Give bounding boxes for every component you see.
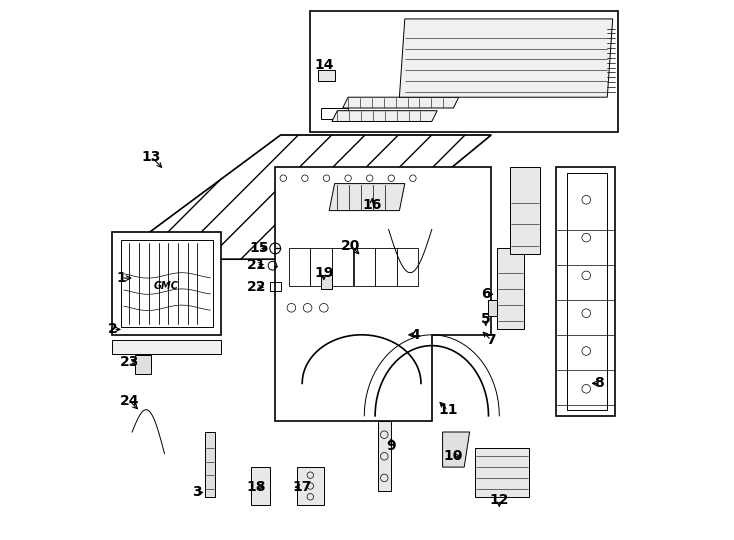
Text: 8: 8 xyxy=(595,376,604,390)
Text: 7: 7 xyxy=(487,333,496,347)
Text: 13: 13 xyxy=(142,150,161,164)
Polygon shape xyxy=(378,421,391,491)
Bar xyxy=(288,248,310,286)
Polygon shape xyxy=(113,135,491,259)
Polygon shape xyxy=(443,432,470,467)
Text: 9: 9 xyxy=(387,438,396,453)
Polygon shape xyxy=(330,184,404,211)
Polygon shape xyxy=(135,355,151,374)
Bar xyxy=(375,248,396,286)
Polygon shape xyxy=(332,111,437,122)
Bar xyxy=(332,248,354,286)
Bar xyxy=(354,248,375,286)
Text: 14: 14 xyxy=(314,58,333,72)
Text: 4: 4 xyxy=(411,328,421,342)
Text: 24: 24 xyxy=(120,394,139,408)
Polygon shape xyxy=(297,467,324,505)
Polygon shape xyxy=(488,300,497,316)
Polygon shape xyxy=(556,167,615,416)
Polygon shape xyxy=(251,467,270,505)
Polygon shape xyxy=(310,11,618,132)
Polygon shape xyxy=(112,340,221,354)
Text: 12: 12 xyxy=(490,492,509,507)
Polygon shape xyxy=(112,232,221,335)
Text: 1: 1 xyxy=(117,271,126,285)
Text: 21: 21 xyxy=(247,258,266,272)
Bar xyxy=(310,248,332,286)
Polygon shape xyxy=(321,275,332,289)
Text: 22: 22 xyxy=(247,280,266,294)
Text: 2: 2 xyxy=(109,322,118,336)
Text: 17: 17 xyxy=(293,480,312,494)
Polygon shape xyxy=(497,248,523,329)
Bar xyxy=(396,248,418,286)
Text: 5: 5 xyxy=(481,312,490,326)
Text: 16: 16 xyxy=(363,198,382,212)
Text: 15: 15 xyxy=(250,241,269,255)
Text: 23: 23 xyxy=(120,355,139,369)
Text: 6: 6 xyxy=(481,287,490,301)
Text: 10: 10 xyxy=(444,449,463,463)
Polygon shape xyxy=(343,97,459,108)
Text: GMC: GMC xyxy=(153,281,178,291)
Polygon shape xyxy=(510,167,539,254)
Text: 19: 19 xyxy=(314,266,333,280)
Text: 20: 20 xyxy=(341,239,360,253)
Polygon shape xyxy=(399,19,613,97)
Text: 11: 11 xyxy=(438,403,458,417)
Polygon shape xyxy=(205,432,215,497)
Polygon shape xyxy=(275,167,491,421)
Text: 3: 3 xyxy=(192,485,202,500)
Polygon shape xyxy=(319,70,335,81)
Polygon shape xyxy=(475,448,529,497)
Text: 18: 18 xyxy=(247,480,266,494)
